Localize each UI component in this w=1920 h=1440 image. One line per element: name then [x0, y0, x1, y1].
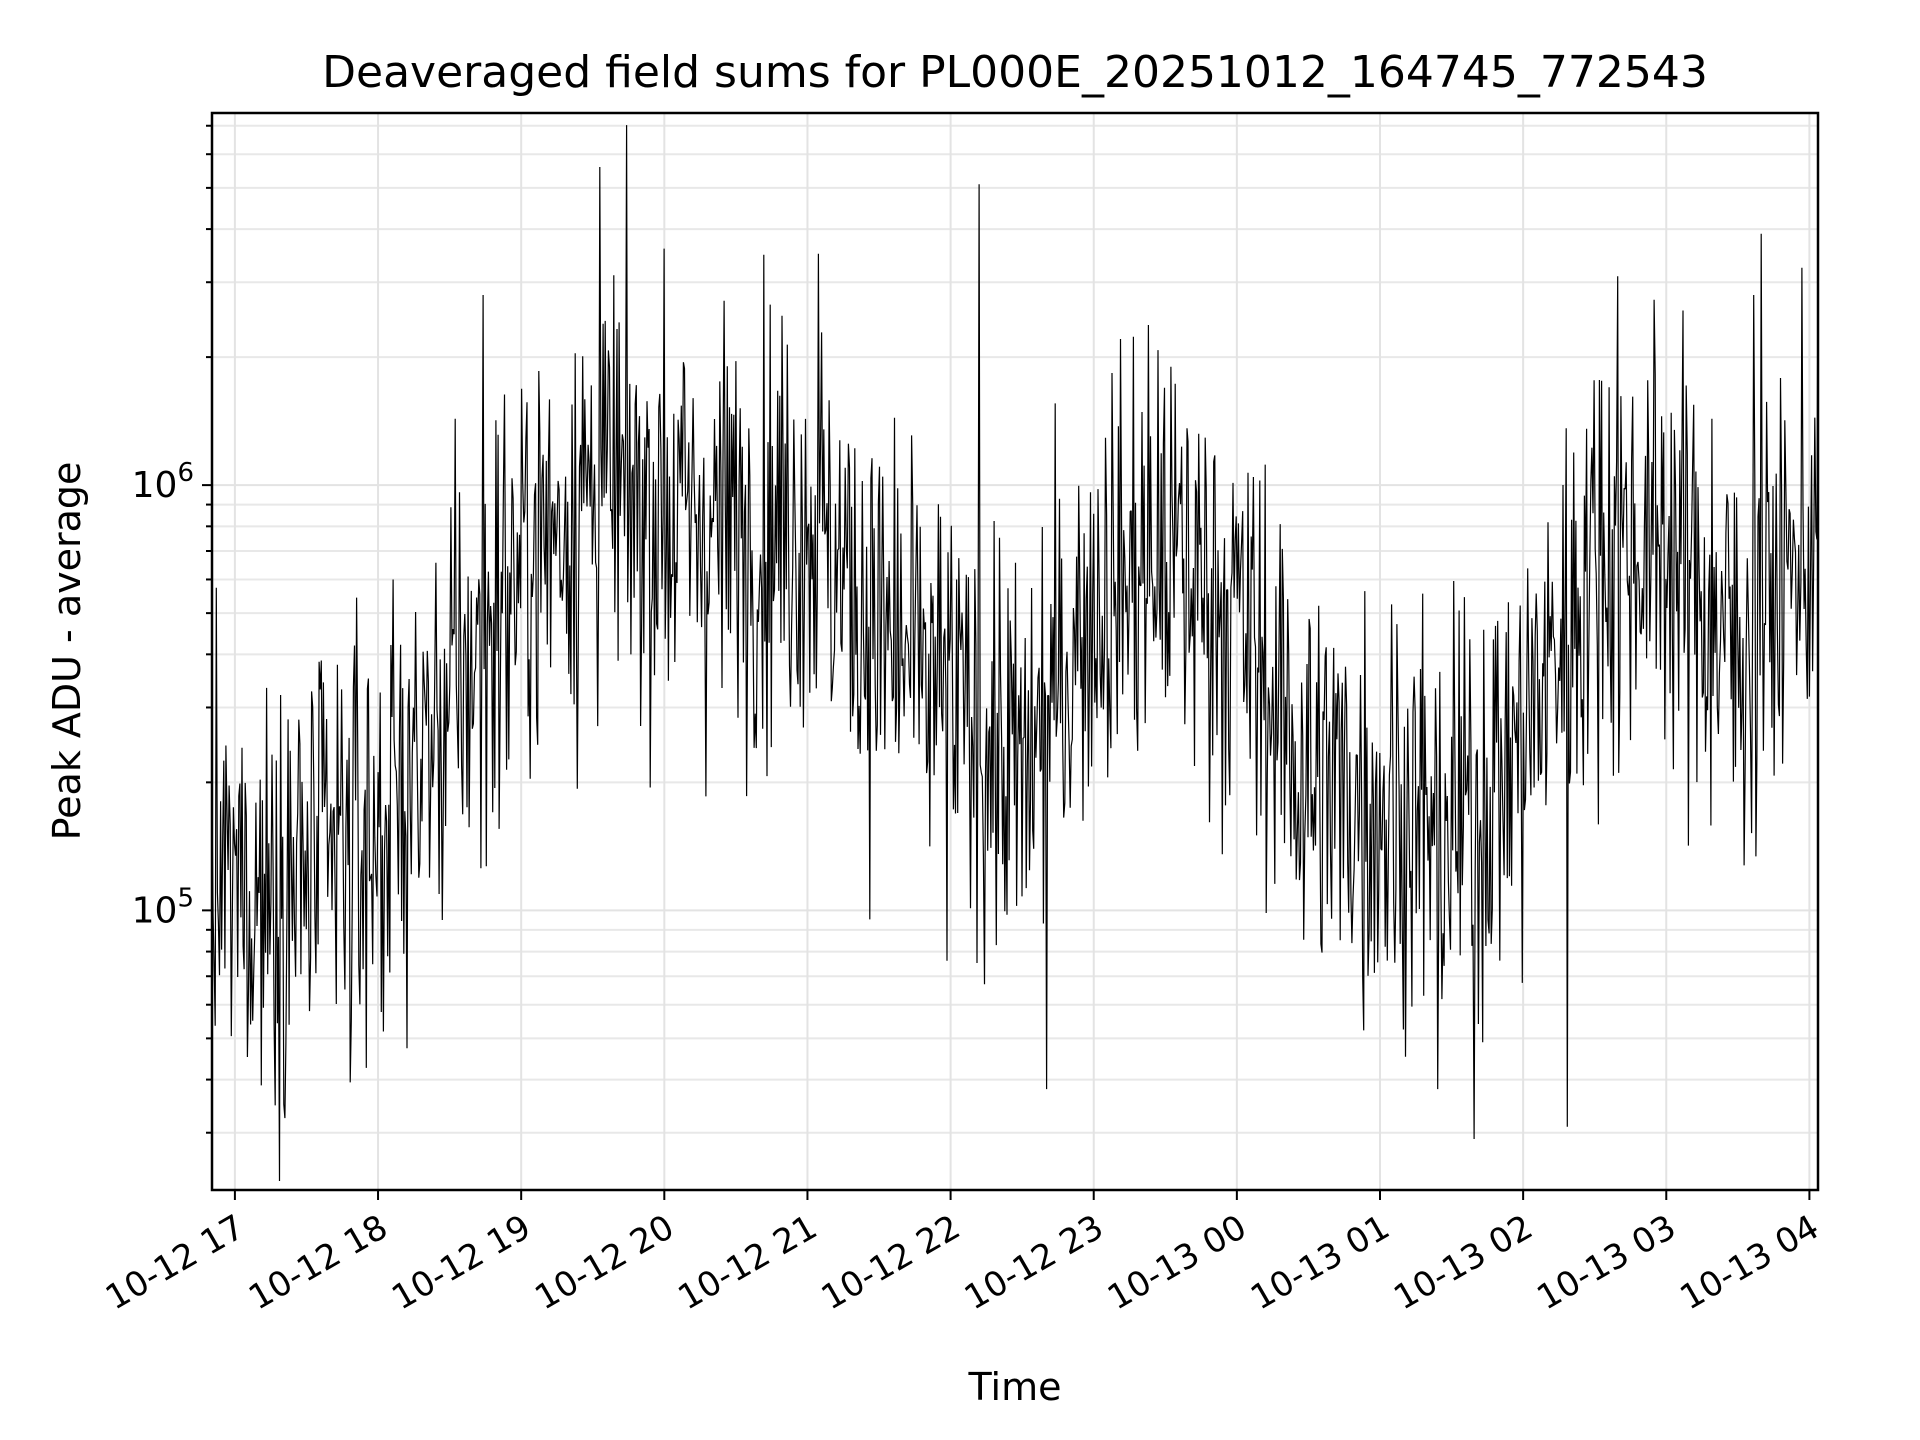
x-tick-label: 10-12 22 — [815, 1207, 967, 1318]
x-tick-label: 10-12 20 — [528, 1207, 680, 1318]
x-tick-label: 10-12 19 — [385, 1207, 537, 1318]
x-tick-label: 10-13 03 — [1530, 1207, 1682, 1318]
y-tick-label: 105 — [132, 883, 194, 931]
plot-frame — [210, 111, 1820, 1192]
x-tick-label: 10-13 02 — [1387, 1207, 1539, 1318]
x-tick-label: 10-13 04 — [1674, 1207, 1826, 1318]
x-tick-label: 10-13 01 — [1244, 1207, 1396, 1318]
series-line — [211, 125, 1819, 1182]
y-axis-label: Peak ADU - average — [45, 462, 89, 841]
chart-title: Deaveraged field sums for PL000E_2025101… — [322, 47, 1708, 98]
x-tick-label: 10-12 23 — [958, 1207, 1110, 1318]
x-tick-label: 10-12 17 — [99, 1207, 251, 1318]
x-axis-label: Time — [968, 1365, 1062, 1409]
x-tick-label: 10-12 21 — [672, 1207, 824, 1318]
x-tick-label: 10-13 00 — [1101, 1207, 1253, 1318]
y-tick-label: 106 — [132, 458, 194, 506]
series-layer — [211, 125, 1819, 1182]
x-tick-label: 10-12 18 — [242, 1207, 394, 1318]
